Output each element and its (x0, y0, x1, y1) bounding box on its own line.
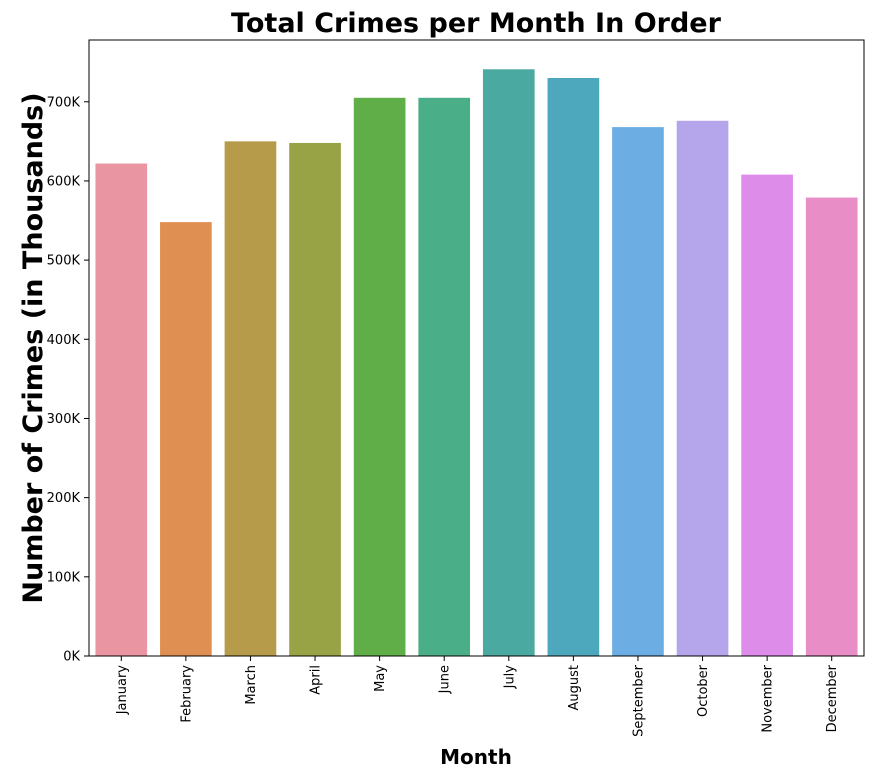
bar-october (676, 120, 729, 656)
y-axis-label: Number of Crimes (in Thousands) (18, 92, 49, 603)
bar-may (353, 97, 406, 656)
x-tick-label: February (179, 665, 194, 723)
bar-february (160, 222, 212, 656)
y-tick-label: 700K (47, 95, 81, 110)
x-tick-label: October (696, 664, 711, 717)
bar-december (805, 197, 858, 656)
x-tick-label: March (244, 665, 259, 705)
x-axis-ticks: January February March April May June July Augu… (115, 656, 840, 737)
x-tick-label: May (373, 665, 388, 692)
x-tick-label: June (438, 665, 453, 694)
bar-august (547, 78, 600, 657)
x-tick-label: January (115, 665, 130, 716)
bar-september (612, 127, 664, 657)
y-tick-label: 600K (47, 174, 81, 189)
plot-frame (88, 39, 865, 657)
y-tick-label: 300K (47, 412, 81, 427)
x-tick-label: August (567, 665, 582, 711)
y-tick-label: 100K (47, 570, 81, 585)
x-axis-label: Month (440, 745, 512, 769)
bar-january (95, 163, 148, 656)
x-tick-label: July (502, 665, 517, 690)
y-axis-ticks: 0K 100K 200K 300K 400K 500K 600K 700K (47, 95, 89, 665)
x-tick-label: April (309, 665, 324, 695)
y-tick-label: 500K (47, 254, 81, 269)
chart-title: Total Crimes per Month In Order (231, 8, 722, 39)
bar-march (224, 141, 277, 656)
bars-group (95, 69, 858, 657)
bar-june (418, 97, 471, 656)
x-tick-label: September (631, 664, 646, 737)
y-tick-label: 200K (47, 491, 81, 506)
bar-july (482, 69, 535, 656)
y-tick-label: 400K (47, 333, 81, 348)
bar-november (741, 174, 793, 656)
x-tick-label: November (761, 664, 776, 732)
bar-april (289, 142, 341, 656)
y-tick-label: 0K (63, 650, 80, 665)
x-tick-label: December (825, 664, 840, 732)
